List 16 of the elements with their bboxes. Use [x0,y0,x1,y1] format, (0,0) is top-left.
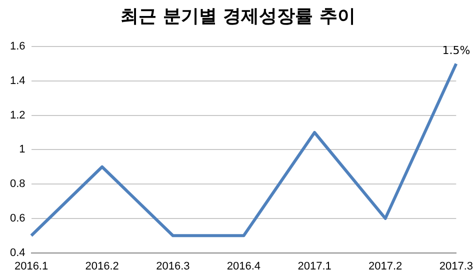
x-tick-label: 2016.3 [156,260,190,272]
y-tick-label: 1.2 [10,109,26,122]
y-tick-label: 0.8 [10,178,26,190]
annotation: 1.5% [442,44,470,57]
x-tick-label: 2016.2 [85,260,119,272]
y-tick-label: 1 [19,144,26,156]
x-tick-label: 2017.3 [439,260,474,272]
x-tick-label: 2017.2 [368,260,402,272]
x-tick-label: 2016.4 [226,260,261,272]
y-tick-label: 1.6 [10,40,26,53]
y-tick-label: 0.6 [10,212,26,224]
x-tick-label: 2016.1 [14,260,48,272]
chart-title: 최근 분기별 경제성장률 추이 [120,5,356,29]
y-tick-label: 1.4 [10,75,26,87]
x-tick-label: 2017.1 [298,260,332,272]
y-tick-label: 0.4 [10,246,26,259]
